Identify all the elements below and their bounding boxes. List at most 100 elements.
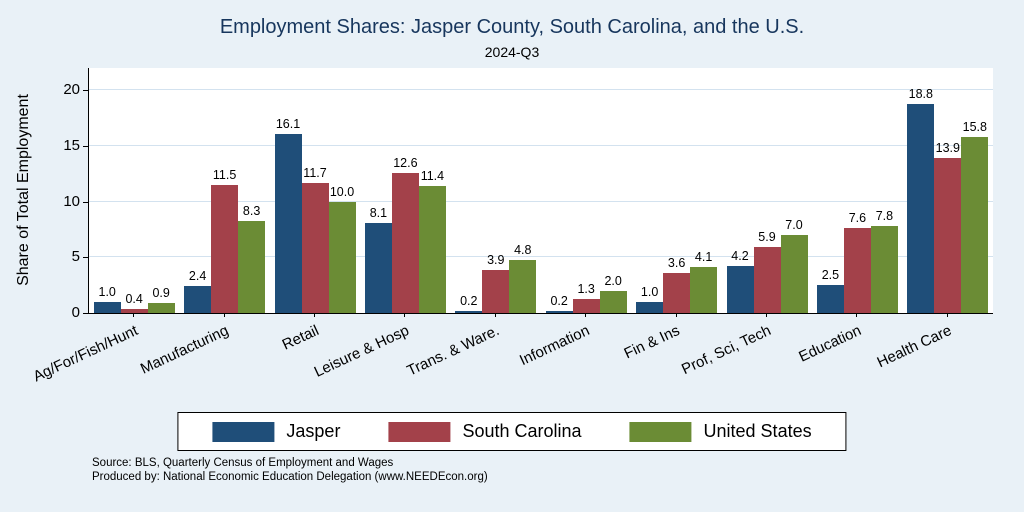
bar-value-label: 18.8	[908, 86, 933, 101]
bar-value-label: 7.6	[848, 211, 867, 226]
bar-south-carolina	[482, 269, 510, 313]
x-tick-label: Education	[795, 322, 864, 366]
x-tick-label: Prof, Sci, Tech	[678, 322, 774, 379]
y-tick-mark	[83, 145, 88, 147]
x-tick-label: Fin & Ins	[621, 322, 683, 363]
bar-south-carolina	[301, 182, 329, 313]
bar-value-label: 2.4	[188, 269, 207, 284]
chart-subtitle: 2024-Q3	[484, 44, 540, 60]
gridline	[89, 89, 993, 91]
bar-united-states	[509, 259, 537, 313]
legend-label: Jasper	[286, 421, 341, 441]
bar-value-label: 11.7	[303, 165, 327, 180]
bar-jasper	[184, 286, 212, 313]
bar-value-label: 12.6	[393, 155, 418, 170]
bar-jasper	[93, 301, 121, 313]
legend-item: South Carolina	[388, 421, 582, 442]
bar-value-label: 15.8	[962, 120, 987, 135]
bar-value-label: 10.0	[329, 184, 355, 199]
bar-jasper	[274, 133, 302, 313]
x-tick-label: Manufacturing	[137, 322, 231, 378]
gridline	[89, 200, 993, 202]
x-tick-mark	[314, 313, 315, 317]
bar-value-label: 1.0	[98, 284, 116, 299]
bar-value-label: 0.9	[152, 285, 170, 300]
source-note: Source: BLS, Quarterly Census of Employm…	[92, 457, 394, 469]
legend-swatch	[212, 421, 275, 442]
bar-value-label: 0.2	[460, 293, 478, 308]
bar-value-label: 4.1	[694, 250, 713, 265]
bar-jasper	[816, 285, 844, 313]
x-tick-mark	[946, 313, 948, 317]
bar-value-label: 2.5	[821, 268, 840, 283]
bar-value-label: 4.8	[514, 242, 532, 257]
bar-value-label: 16.1	[275, 116, 301, 131]
legend-swatch	[388, 421, 451, 442]
bar-south-carolina	[843, 228, 871, 313]
bar-value-label: 3.6	[667, 255, 686, 270]
bar-united-states	[147, 302, 175, 313]
y-tick-mark	[83, 257, 88, 259]
x-tick-label: Health Care	[874, 322, 954, 372]
bar-united-states	[870, 226, 898, 313]
x-tick-label: Ag/For/Fish/Hunt	[30, 322, 141, 386]
chart-title: Employment Shares: Jasper County, South …	[219, 16, 805, 38]
x-tick-mark	[223, 313, 225, 317]
bar-south-carolina	[753, 247, 781, 313]
x-tick-mark	[675, 313, 677, 317]
bar-value-label: 5.9	[758, 230, 776, 245]
bar-south-carolina	[934, 158, 962, 313]
bar-value-label: 2.0	[604, 273, 622, 288]
bar-united-states	[690, 267, 718, 313]
bar-value-label: 11.4	[420, 169, 445, 184]
bar-jasper	[907, 103, 935, 313]
bar-south-carolina	[120, 308, 148, 313]
x-tick-label: Trans. & Ware.	[404, 322, 502, 380]
legend-item: Jasper	[212, 421, 340, 442]
x-tick-label: Leisure & Hosp	[311, 322, 412, 381]
x-tick-mark	[766, 313, 767, 317]
bar-value-label: 3.9	[487, 252, 505, 267]
x-tick-mark	[133, 313, 135, 317]
bar-value-label: 11.5	[212, 167, 237, 182]
bar-south-carolina	[211, 184, 239, 313]
legend-label: United States	[703, 421, 812, 441]
bar-value-label: 0.2	[550, 293, 568, 308]
legend: Jasper South Carolina United States	[177, 412, 847, 451]
bar-united-states	[599, 290, 627, 313]
bar-jasper	[455, 310, 483, 313]
gridline	[89, 144, 993, 146]
bar-jasper	[545, 310, 573, 313]
bar-value-label: 1.3	[577, 281, 595, 296]
x-tick-mark	[856, 313, 858, 317]
y-axis-title: Share of Total Employment	[15, 94, 32, 286]
bar-jasper	[364, 222, 392, 313]
y-tick-mark	[83, 201, 88, 203]
bar-united-states	[961, 137, 989, 313]
bar-value-label: 13.9	[935, 141, 960, 156]
plot-area: 1.0 0.4 0.9 2.4 11.5 8.3 16.1 11.7 10.0 8.1 12.6 11…	[88, 68, 993, 314]
bar-value-label: 7.8	[875, 209, 894, 224]
bar-jasper	[726, 266, 754, 313]
legend-item: United States	[629, 421, 812, 442]
bar-south-carolina	[572, 298, 600, 313]
gridline	[89, 256, 993, 258]
y-tick-mark	[83, 90, 88, 92]
y-tick-label: 5	[71, 248, 80, 266]
bar-south-carolina	[663, 272, 691, 313]
x-tick-label: Retail	[279, 322, 322, 354]
bar-jasper	[636, 301, 664, 313]
bar-value-label: 4.2	[731, 249, 749, 264]
bar-value-label: 7.0	[785, 218, 803, 233]
x-tick-mark	[585, 313, 587, 317]
y-tick-mark	[83, 313, 88, 314]
y-tick-label: 10	[63, 192, 80, 210]
produced-by-note: Produced by: National Economic Education…	[92, 471, 488, 483]
bar-value-label: 0.4	[125, 291, 143, 306]
bar-united-states	[238, 220, 266, 313]
x-tick-mark	[494, 313, 496, 317]
bar-united-states	[328, 201, 356, 313]
bar-united-states	[418, 186, 446, 313]
legend-label: South Carolina	[462, 421, 582, 441]
